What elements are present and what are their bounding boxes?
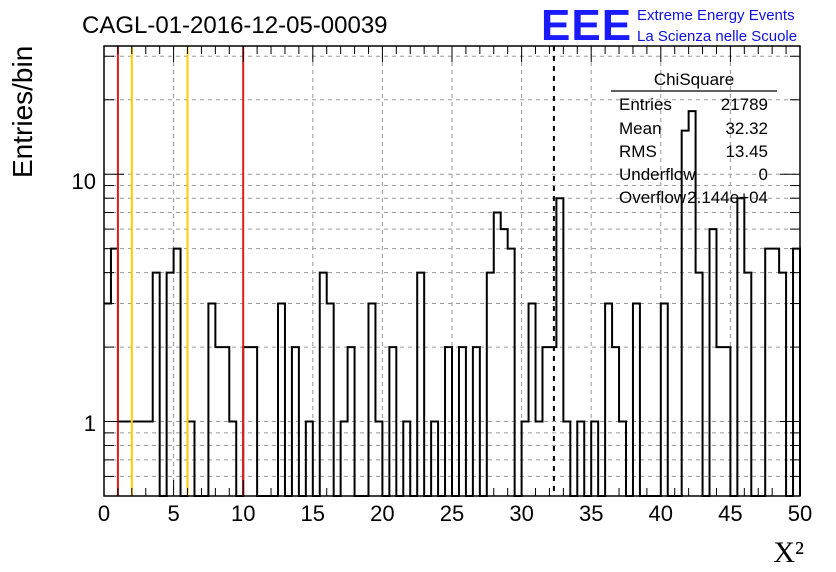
y-axis-label: Entries/bin	[7, 46, 38, 178]
x-tick-label: 10	[231, 501, 255, 526]
y-tick-labels: 1 10	[72, 169, 96, 436]
stats-value-underflow: 0	[759, 165, 768, 184]
y-tick-label-1: 1	[84, 411, 96, 436]
grid-lines	[104, 46, 800, 496]
x-tick-label: 50	[788, 501, 812, 526]
stats-value-rms: 13.45	[725, 142, 768, 161]
stats-label-rms: RMS	[619, 142, 657, 161]
stats-label-underflow: Underflow	[619, 165, 696, 184]
stats-label-entries: Entries	[619, 95, 672, 114]
x-axis-label: X²	[773, 536, 804, 569]
x-tick-label: 0	[98, 501, 110, 526]
stats-box: ChiSquare Entries 21789 Mean 32.32 RMS 1…	[611, 70, 777, 207]
stats-value-mean: 32.32	[725, 119, 768, 138]
stats-value-entries: 21789	[721, 95, 768, 114]
stats-value-overflow: 2.144e+04	[687, 188, 768, 207]
x-tick-label: 30	[509, 501, 533, 526]
axis-ticks	[103, 46, 801, 496]
stats-label-mean: Mean	[619, 119, 662, 138]
x-tick-label: 20	[370, 501, 394, 526]
logo-mark: EEE	[541, 1, 632, 50]
x-tick-label: 45	[718, 501, 742, 526]
y-tick-label-10: 10	[72, 169, 96, 194]
x-tick-label: 5	[167, 501, 179, 526]
logo-line2: La Scienza nelle Scuole	[637, 28, 797, 45]
x-tick-label: 35	[579, 501, 603, 526]
stats-title: ChiSquare	[654, 70, 734, 89]
x-tick-label: 15	[301, 501, 325, 526]
logo-line1: Extreme Energy Events	[637, 7, 795, 24]
x-tick-labels: 0 5 10 15 20 25 30 35 40 45 50	[98, 501, 812, 526]
x-tick-label: 25	[440, 501, 464, 526]
chart-title: CAGL-01-2016-12-05-00039	[82, 12, 388, 39]
marker-lines	[116, 46, 555, 496]
histogram-series	[104, 110, 801, 497]
eee-logo: EEE Extreme Energy Events La Scienza nel…	[541, 1, 797, 50]
x-tick-label: 40	[649, 501, 673, 526]
stats-label-overflow: Overflow	[619, 188, 687, 207]
